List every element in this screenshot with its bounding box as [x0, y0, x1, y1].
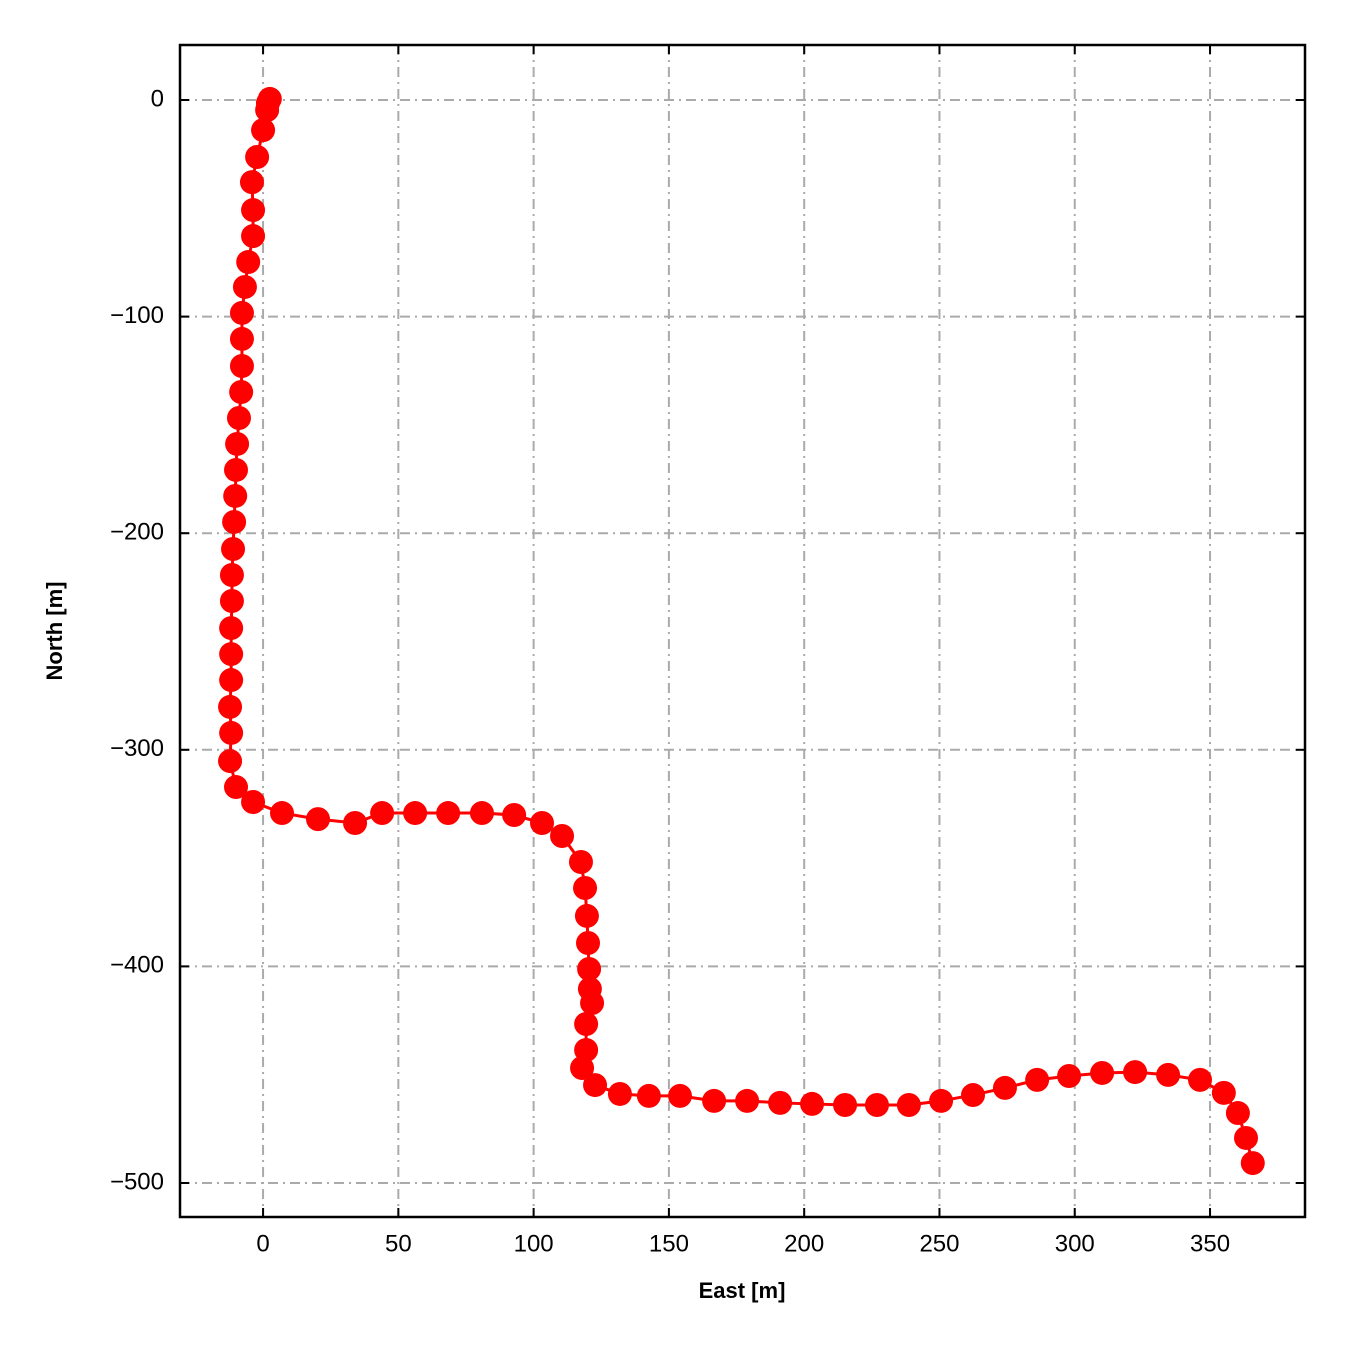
marker [436, 801, 461, 826]
marker [735, 1088, 760, 1113]
marker [1123, 1060, 1148, 1085]
marker [219, 589, 244, 614]
marker [833, 1093, 858, 1118]
marker [636, 1083, 661, 1108]
marker [224, 457, 249, 482]
marker [607, 1081, 632, 1106]
marker [577, 956, 602, 981]
marker [219, 668, 244, 693]
marker [576, 931, 601, 956]
marker [236, 250, 261, 275]
x-tick-label: 200 [784, 1230, 824, 1257]
x-tick-label: 350 [1190, 1230, 1230, 1257]
y-axis-label: North [m] [42, 582, 67, 681]
marker [992, 1075, 1017, 1100]
y-tick-label: −400 [110, 952, 164, 979]
marker [961, 1083, 986, 1108]
marker [229, 353, 254, 378]
marker [219, 563, 244, 588]
marker [568, 849, 593, 874]
marker [241, 224, 266, 249]
marker [574, 1012, 599, 1037]
marker [251, 118, 276, 143]
marker [583, 1073, 608, 1098]
marker [219, 720, 244, 745]
marker [224, 775, 249, 800]
marker [305, 807, 330, 832]
marker [1057, 1063, 1082, 1088]
marker [229, 379, 254, 404]
marker [580, 991, 605, 1016]
x-tick-label: 50 [385, 1230, 412, 1257]
marker [1156, 1062, 1181, 1087]
marker [403, 801, 428, 826]
marker [530, 811, 555, 836]
y-tick-label: −300 [110, 735, 164, 762]
marker [221, 537, 246, 562]
y-tick-label: −200 [110, 519, 164, 546]
marker [574, 903, 599, 928]
marker [1240, 1151, 1265, 1176]
marker [223, 483, 248, 508]
marker [241, 790, 266, 815]
marker [929, 1088, 954, 1113]
marker [219, 642, 244, 667]
marker [1090, 1060, 1115, 1085]
x-tick-label: 300 [1055, 1230, 1095, 1257]
marker [225, 431, 250, 456]
marker [800, 1091, 825, 1116]
marker [232, 274, 257, 299]
marker [239, 170, 264, 195]
marker [570, 1055, 595, 1080]
y-tick-label: −100 [110, 302, 164, 329]
x-axis-label: East [m] [699, 1278, 786, 1303]
marker [245, 144, 270, 169]
plot-frame [178, 43, 1307, 1219]
marker [270, 801, 295, 826]
marker [1025, 1067, 1050, 1092]
marker [229, 300, 254, 325]
marker [550, 824, 575, 849]
marker [1188, 1067, 1213, 1092]
marker [574, 1038, 599, 1063]
y-tick-label: −500 [110, 1168, 164, 1195]
marker [222, 509, 247, 534]
marker [896, 1093, 921, 1118]
marker [229, 326, 254, 351]
marker [1225, 1101, 1250, 1126]
marker [768, 1090, 793, 1115]
marker [255, 97, 280, 122]
marker [573, 875, 598, 900]
marker [1211, 1080, 1236, 1105]
x-tick-label: 100 [514, 1230, 554, 1257]
y-tick-label: 0 [151, 85, 164, 112]
marker [219, 616, 244, 641]
marker [1234, 1125, 1259, 1150]
marker [702, 1088, 727, 1113]
marker [370, 801, 395, 826]
track-line [228, 98, 1255, 1164]
marker [668, 1083, 692, 1108]
x-tick-label: 150 [649, 1230, 689, 1257]
marker [226, 405, 251, 430]
marker [864, 1093, 889, 1118]
marker [241, 198, 266, 223]
marker [218, 694, 243, 719]
marker [343, 811, 368, 836]
marker [469, 801, 494, 826]
marker [502, 802, 527, 827]
marker [218, 749, 243, 774]
x-tick-label: 250 [919, 1230, 959, 1257]
x-tick-label: 0 [256, 1230, 269, 1257]
